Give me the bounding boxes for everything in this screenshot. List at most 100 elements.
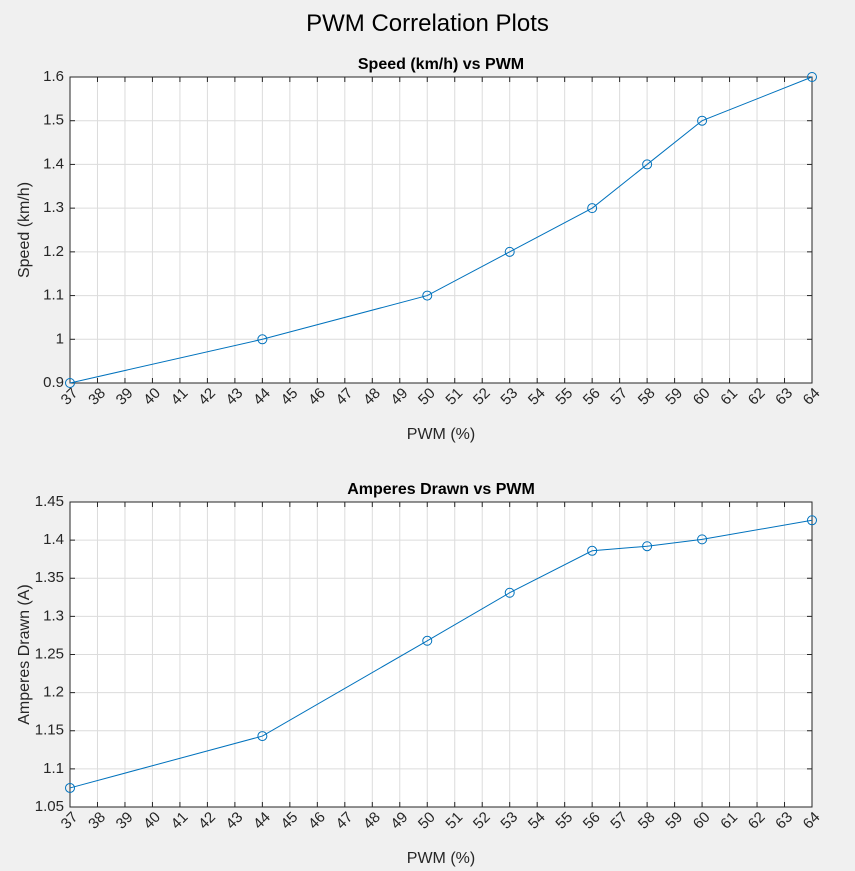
x-tick-label: 52 xyxy=(470,809,494,833)
x-tick-label: 47 xyxy=(333,809,357,833)
x-tick-label: 39 xyxy=(113,809,137,833)
x-tick-label: 63 xyxy=(772,385,796,409)
x-tick-label: 59 xyxy=(662,809,686,833)
data-point xyxy=(697,534,708,545)
x-tick-label: 45 xyxy=(278,385,302,409)
x-tick-label: 52 xyxy=(470,385,494,409)
y-tick-label: 1.5 xyxy=(43,112,64,129)
x-tick-label: 53 xyxy=(497,809,521,833)
y-tick-label: 1.15 xyxy=(35,722,64,739)
x-tick-label: 49 xyxy=(387,809,411,833)
x-tick-label: 39 xyxy=(113,385,137,409)
x-tick-label: 58 xyxy=(635,385,659,409)
x-tick-label: 50 xyxy=(415,385,439,409)
data-point xyxy=(504,246,515,257)
y-tick-label: 1.1 xyxy=(43,287,64,304)
x-tick-label: 55 xyxy=(552,385,576,409)
x-tick-label: 60 xyxy=(690,385,714,409)
x-tick-label: 62 xyxy=(745,809,769,833)
data-point xyxy=(697,115,708,126)
data-point xyxy=(65,782,75,793)
x-tick-label: 56 xyxy=(580,809,604,833)
y-axis-label: Speed (km/h) xyxy=(16,182,33,278)
x-tick-label: 60 xyxy=(690,809,714,833)
chart-title: Amperes Drawn vs PWM xyxy=(347,481,535,498)
x-tick-label: 64 xyxy=(800,385,824,409)
y-tick-label: 1.2 xyxy=(43,243,64,260)
x-tick-label: 58 xyxy=(635,809,659,833)
y-tick-label: 1.25 xyxy=(35,645,64,662)
x-tick-label: 57 xyxy=(607,385,631,409)
x-tick-label: 51 xyxy=(442,385,466,409)
y-tick-label: 1.1 xyxy=(43,760,64,777)
data-point xyxy=(422,290,433,301)
figure-title: PWM Correlation Plots xyxy=(306,10,549,37)
data-point xyxy=(422,635,433,646)
x-tick-label: 54 xyxy=(525,385,549,409)
data-point xyxy=(807,515,817,526)
x-tick-label: 49 xyxy=(387,385,411,409)
plot-area xyxy=(70,77,812,383)
y-axis-label: Amperes Drawn (A) xyxy=(16,584,33,724)
x-tick-label: 57 xyxy=(607,809,631,833)
x-tick-label: 40 xyxy=(140,809,164,833)
data-point xyxy=(642,541,653,552)
x-tick-label: 63 xyxy=(772,809,796,833)
x-tick-label: 38 xyxy=(85,809,109,833)
x-tick-label: 50 xyxy=(415,809,439,833)
x-tick-label: 48 xyxy=(360,385,384,409)
x-tick-label: 43 xyxy=(223,385,247,409)
x-tick-label: 61 xyxy=(717,809,741,833)
x-tick-label: 53 xyxy=(497,385,521,409)
x-tick-label: 62 xyxy=(745,385,769,409)
x-tick-label: 41 xyxy=(168,809,192,833)
y-tick-label: 1.2 xyxy=(43,684,64,701)
x-tick-label: 42 xyxy=(195,809,219,833)
data-point xyxy=(642,159,653,170)
x-axis-label: PWM (%) xyxy=(407,426,475,443)
x-tick-label: 56 xyxy=(580,385,604,409)
y-tick-label: 1.6 xyxy=(43,68,64,85)
data-point xyxy=(587,545,598,556)
data-point xyxy=(807,72,817,82)
x-tick-label: 46 xyxy=(305,809,329,833)
data-point xyxy=(65,378,75,388)
x-tick-label: 55 xyxy=(552,809,576,833)
series-line xyxy=(69,519,813,789)
x-tick-label: 61 xyxy=(717,385,741,409)
x-tick-label: 40 xyxy=(140,385,164,409)
y-tick-label: 1.35 xyxy=(35,569,64,586)
series-line xyxy=(69,76,813,384)
y-tick-label: 1 xyxy=(56,330,64,347)
x-tick-label: 54 xyxy=(525,809,549,833)
y-tick-label: 1.3 xyxy=(43,199,64,216)
y-tick-label: 1.4 xyxy=(43,155,64,172)
chart-title: Speed (km/h) vs PWM xyxy=(358,56,524,73)
x-tick-label: 59 xyxy=(662,385,686,409)
y-tick-label: 1.3 xyxy=(43,607,64,624)
x-tick-label: 48 xyxy=(360,809,384,833)
x-tick-label: 44 xyxy=(250,809,274,833)
x-tick-label: 42 xyxy=(195,385,219,409)
x-tick-label: 38 xyxy=(85,385,109,409)
y-tick-label: 1.05 xyxy=(35,798,64,815)
axes-box xyxy=(69,76,813,384)
data-point xyxy=(257,731,268,742)
y-tick-label: 0.9 xyxy=(43,374,64,391)
x-tick-label: 51 xyxy=(442,809,466,833)
x-tick-label: 47 xyxy=(333,385,357,409)
x-axis-label: PWM (%) xyxy=(407,850,475,867)
data-point xyxy=(257,334,268,345)
x-tick-label: 43 xyxy=(223,809,247,833)
x-tick-label: 44 xyxy=(250,385,274,409)
x-tick-label: 46 xyxy=(305,385,329,409)
x-tick-label: 45 xyxy=(278,809,302,833)
y-tick-label: 1.45 xyxy=(35,493,64,510)
x-tick-label: 64 xyxy=(800,809,824,833)
data-point xyxy=(504,587,515,598)
data-point xyxy=(587,203,598,214)
x-tick-label: 41 xyxy=(168,385,192,409)
chart-2: 37 38 39 40 41 42 43 44 45 46 47 48 49 50 51 52 53 54 55 56… xyxy=(16,481,824,867)
